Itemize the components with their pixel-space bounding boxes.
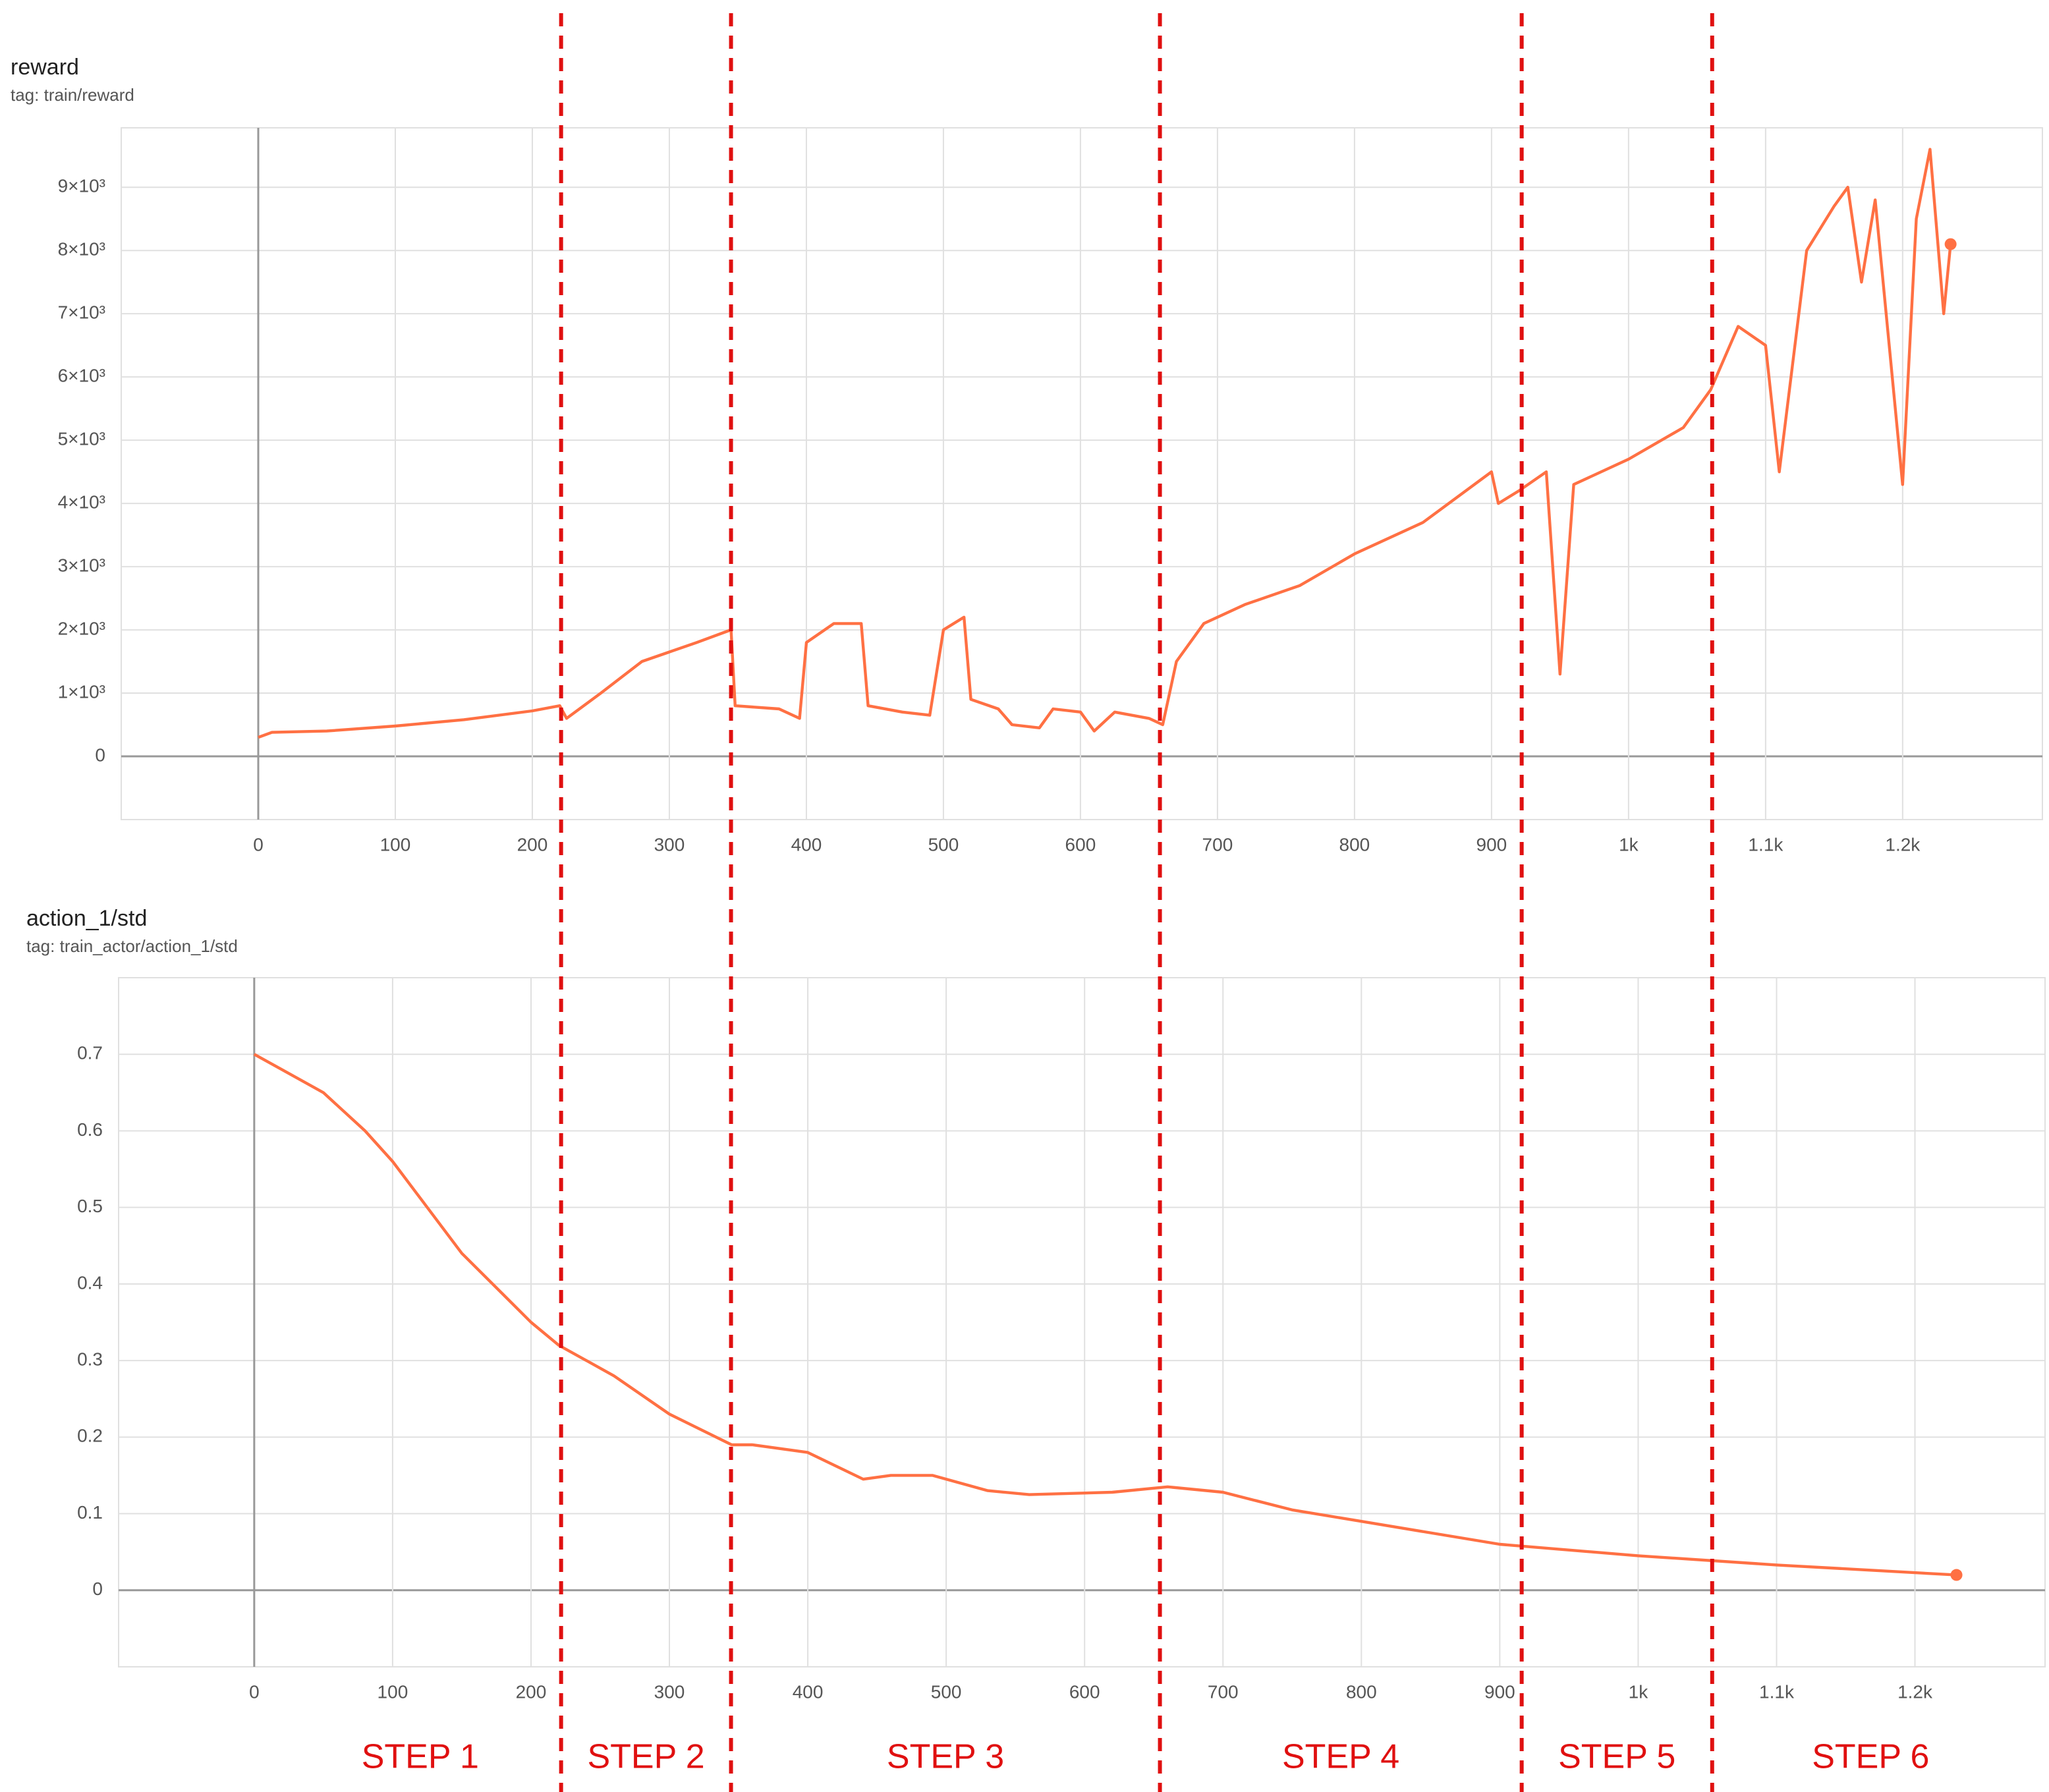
x-tick-label: 1.2k [1885,834,1921,854]
x-tick-label: 500 [931,1681,962,1702]
x-tick-label: 200 [516,1681,547,1702]
end-point [1950,1569,1963,1581]
chart-title: action_1/std [26,906,147,931]
x-tick-label: 0 [253,834,264,854]
y-tick-label: 0.4 [77,1272,103,1293]
x-tick-label: 800 [1346,1681,1377,1702]
x-tick-label: 300 [654,834,685,854]
y-tick-label: 0 [95,744,105,765]
y-tick-label: 9×10³ [58,176,105,196]
x-tick-label: 500 [928,834,959,854]
x-tick-label: 600 [1069,1681,1100,1702]
step-label: STEP 1 [362,1738,479,1776]
y-tick-label: 7×10³ [58,302,105,323]
y-tick-label: 2×10³ [58,618,105,638]
y-tick-label: 8×10³ [58,239,105,260]
step-label: STEP 5 [1558,1738,1675,1776]
series-line [253,1053,1957,1577]
y-tick-label: 3×10³ [58,555,105,575]
y-tick-label: 0.6 [77,1119,103,1140]
x-tick-label: 700 [1202,834,1233,854]
x-tick-label: 1k [1629,1681,1649,1702]
y-tick-label: 6×10³ [58,366,105,386]
plot-frame [118,977,2046,1667]
y-tick-label: 0.1 [77,1502,103,1523]
x-tick-label: 200 [517,834,548,854]
x-tick-label: 0 [249,1681,260,1702]
x-tick-label: 700 [1208,1681,1239,1702]
step-label: STEP 4 [1282,1738,1399,1776]
chart-subtitle: tag: train_actor/action_1/std [26,936,238,956]
step-label: STEP 6 [1812,1738,1929,1776]
x-tick-label: 800 [1339,834,1370,854]
y-tick-label: 0.5 [77,1196,103,1216]
x-tick-label: 300 [654,1681,685,1702]
chart-title: reward [11,55,79,80]
y-tick-label: 1×10³ [58,681,105,702]
x-tick-label: 1.1k [1759,1681,1795,1702]
step-label: STEP 3 [887,1738,1004,1776]
y-tick-label: 0.7 [77,1043,103,1063]
y-tick-label: 0.3 [77,1349,103,1370]
y-tick-label: 0 [92,1579,103,1599]
x-tick-label: 100 [378,1681,408,1702]
x-tick-label: 100 [380,834,411,854]
y-tick-label: 5×10³ [58,429,105,449]
x-tick-label: 400 [791,834,822,854]
end-point [1944,238,1957,250]
x-tick-label: 1.2k [1897,1681,1933,1702]
x-tick-label: 900 [1484,1681,1515,1702]
x-tick-label: 900 [1476,834,1507,854]
x-tick-label: 1k [1619,834,1639,854]
series-line [258,148,1952,739]
y-tick-label: 4×10³ [58,492,105,513]
step-label: STEP 2 [587,1738,704,1776]
x-tick-label: 1.1k [1748,834,1783,854]
x-tick-label: 400 [793,1681,824,1702]
chart-subtitle: tag: train/reward [11,85,134,105]
y-tick-label: 0.2 [77,1426,103,1446]
plot-frame [121,127,2043,820]
x-tick-label: 600 [1065,834,1096,854]
